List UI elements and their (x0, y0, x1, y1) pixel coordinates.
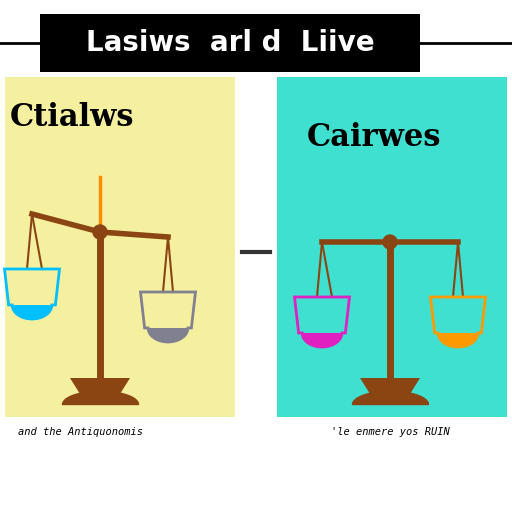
FancyBboxPatch shape (5, 77, 235, 417)
Text: Ctialws: Ctialws (10, 101, 135, 133)
Circle shape (93, 225, 107, 239)
FancyBboxPatch shape (277, 77, 507, 417)
FancyBboxPatch shape (40, 14, 420, 72)
Polygon shape (435, 333, 481, 347)
Text: Cairwes: Cairwes (307, 121, 441, 153)
Circle shape (383, 235, 397, 249)
Polygon shape (70, 378, 130, 394)
Polygon shape (144, 328, 191, 342)
Polygon shape (298, 333, 346, 347)
Polygon shape (360, 378, 420, 394)
Text: 'le enmere yos RUIN: 'le enmere yos RUIN (331, 427, 450, 437)
Text: Lasiws  arl d  Liive: Lasiws arl d Liive (86, 29, 374, 57)
Text: and the Antiquonomis: and the Antiquonomis (17, 427, 142, 437)
Polygon shape (9, 305, 55, 319)
